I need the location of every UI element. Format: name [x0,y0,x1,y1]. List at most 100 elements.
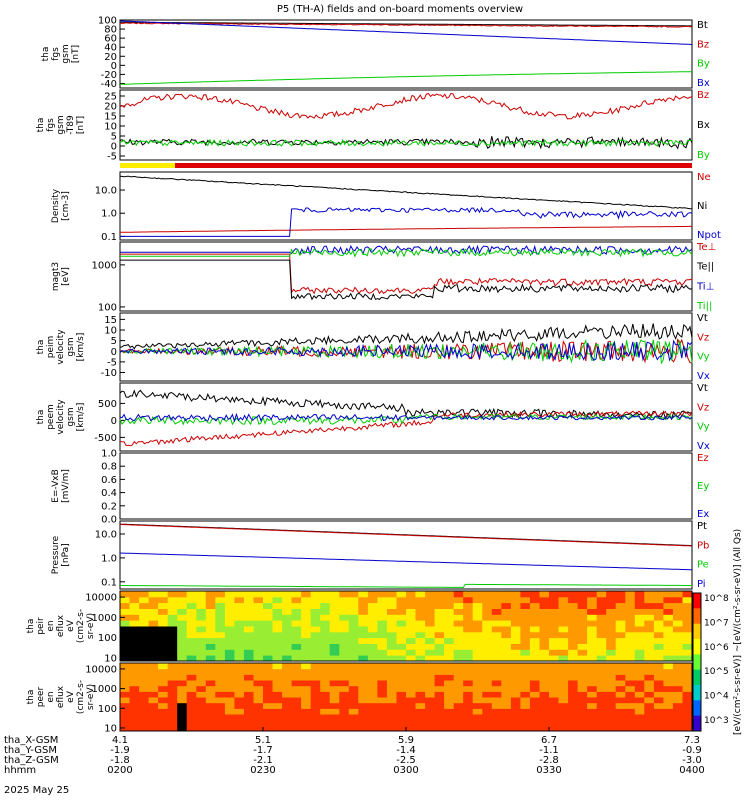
spectrogram-cell [529,697,540,704]
spectrogram-cell [377,655,388,662]
spectrogram-cell [205,631,216,639]
spectrogram-cell [529,691,540,698]
spectrogram-cell [234,691,245,698]
spectrogram-cell [139,631,150,639]
spectrogram-cell [444,708,455,715]
y-label-line: -T89 [66,115,76,135]
spectrogram-cell [253,596,264,604]
legend-Te||: Te|| [696,262,714,273]
spectrogram-cell [663,602,674,609]
spectrogram-cell [367,685,378,692]
spectrogram-cell [653,620,664,627]
spectrogram-cell [653,719,664,726]
spectrogram-cell [177,649,188,656]
spectrogram-cell [358,614,369,621]
spectrogram-cell [329,620,340,627]
legend-Ni: Ni [697,201,707,212]
spectrogram-cell [282,708,293,715]
spectrogram-cell [472,668,483,675]
colorbar-tick: 10^8 [704,594,729,604]
spectrogram-cell [196,602,207,609]
spectrogram-cell [120,663,130,670]
spectrogram-cell [463,631,474,639]
spectrogram-cell [453,602,464,609]
spectrogram-cell [177,725,188,732]
spectrogram-cell [491,655,502,662]
spectrogram-cell [196,702,207,709]
spectrogram-cell [539,725,550,732]
spectrogram-cell [444,674,455,681]
spectrogram-cell [253,614,264,621]
spectrogram-cell [577,719,588,726]
spectrogram-cell [434,631,445,639]
spectrogram-cell [234,663,245,670]
spectrogram-cell [329,614,340,621]
spectrogram-cell [568,719,579,726]
spectrogram-cell [358,655,369,662]
spectrogram-cell [558,719,569,726]
spectrogram-cell [520,608,531,615]
spectrogram-cell [339,608,350,615]
y-tick-label: 0.4 [101,488,117,499]
spectrogram-cell [463,702,474,709]
spectrogram-cell [415,725,426,732]
spectrogram-cell [539,637,550,644]
spectrogram-cell [434,602,445,609]
spectrogram-cell [310,663,321,670]
legend-Bz: Bz [697,90,709,101]
spectrogram-cell [310,631,321,639]
spectrogram-cell [215,620,226,627]
y-label-line: eV [66,619,76,632]
spectrogram-cell [587,708,598,715]
spectrogram-cell [520,680,531,687]
spectrogram-cell [634,697,645,704]
series-Ti⊥ [120,244,693,256]
spectrogram-cell [243,702,254,709]
spectrogram-cell [310,626,321,633]
spectrogram-cell [386,663,397,670]
y-axis-label: tha fgs gsm -T89 [nT] [36,115,86,135]
spectrogram-cell [682,620,693,627]
spectrogram-cell [253,697,264,704]
spectrogram-cell [167,620,178,627]
spectrogram-cell [367,674,378,681]
spectrogram-cell [653,668,664,675]
spectrogram-cell [529,626,540,633]
spectrogram-cell [520,602,531,609]
spectrogram-cell [386,614,397,621]
spectrogram-cell [120,702,130,709]
spectrogram-cell [386,591,397,598]
spectrogram-cell [224,649,235,656]
y-label-line: tha [36,340,46,355]
spectrogram-cell [253,725,264,732]
spectrogram-cell [215,596,226,604]
series-Bz [119,92,693,120]
spectrogram-cell [644,674,655,681]
spectrogram-cell [549,680,559,687]
spectrogram-cell [406,591,416,598]
spectrogram-cell [510,649,521,656]
spectrogram-cell [415,668,426,675]
spectrogram-cell [539,719,550,726]
spectrogram-cell [348,680,359,687]
spectrogram-cell [386,691,397,698]
spectrogram-cell [539,614,550,621]
spectrogram-cell [434,708,445,715]
spectrogram-cell [282,663,293,670]
spectrogram-cell [205,674,216,681]
spectrogram-cell [377,643,388,650]
spectrogram-cell [625,591,636,598]
spectrogram-cell [501,655,512,662]
spectrogram-cell [663,620,674,627]
spectrogram-cell [348,608,359,615]
spectrogram-cell [568,614,579,621]
spectrogram-cell [463,697,474,704]
spectrogram-cell [291,649,302,656]
spectrogram-cell [224,602,235,609]
spectrogram-cell [644,596,655,604]
spectrogram-cell [148,668,159,675]
spectrogram-cell [510,685,521,692]
spectrogram-cell [463,685,474,692]
